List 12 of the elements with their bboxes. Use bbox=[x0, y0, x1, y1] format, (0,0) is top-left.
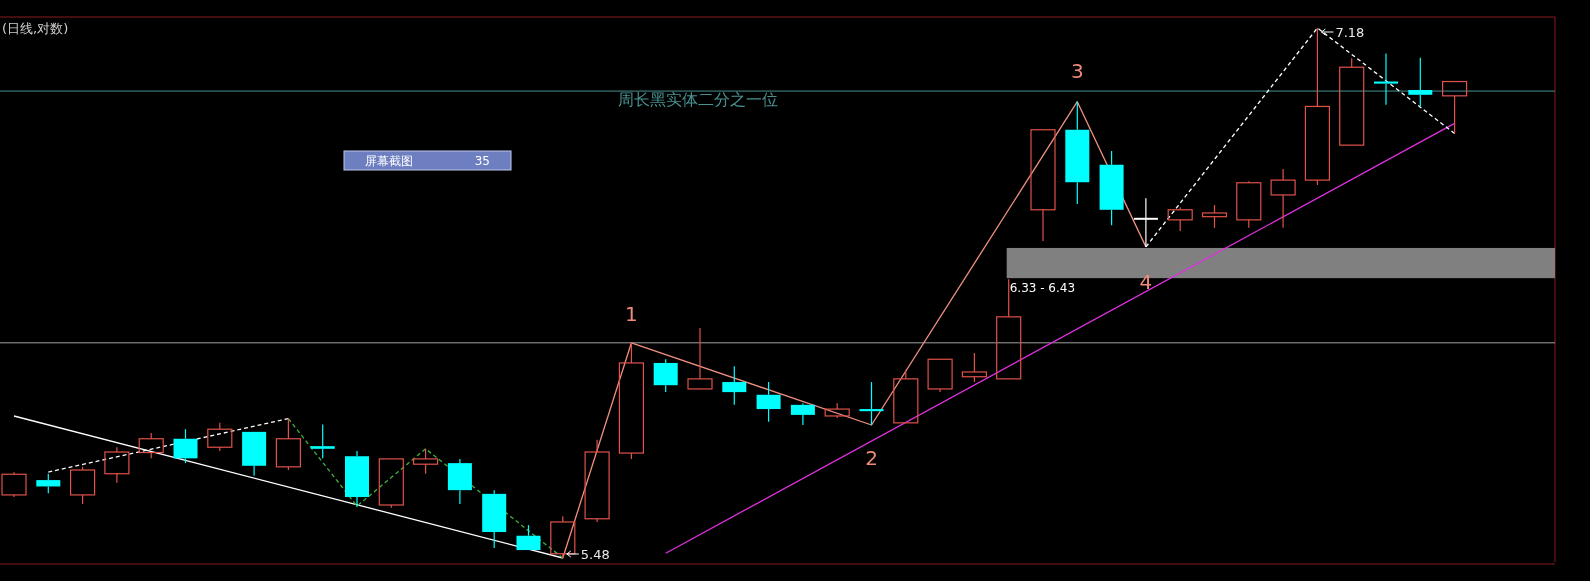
annotation: 35 bbox=[474, 154, 490, 168]
chart-title: (日线,对数) bbox=[2, 21, 69, 36]
annotation: 屏幕截图 bbox=[365, 154, 413, 168]
annotation: 5.48 bbox=[580, 547, 610, 562]
annotation: 3 bbox=[1070, 58, 1084, 83]
annotation: 1 bbox=[625, 301, 638, 326]
annotation: 2 bbox=[865, 445, 878, 470]
ref-line-label: 周长黑实体二分之一位 bbox=[617, 90, 778, 110]
annotation: 4 bbox=[1139, 269, 1153, 294]
screenshot-box: 屏幕截图 35 bbox=[343, 150, 512, 171]
band-label: 6.33 - 6.43 bbox=[1009, 281, 1076, 296]
annotation: 7.18 bbox=[1335, 25, 1365, 40]
